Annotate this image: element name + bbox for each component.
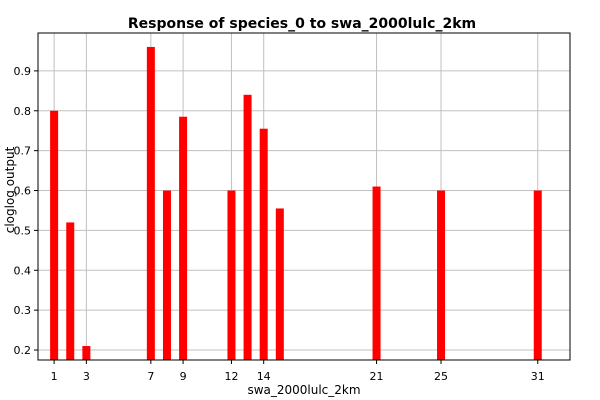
x-tick-label: 9 <box>180 370 187 383</box>
x-axis-label: swa_2000lulc_2km <box>247 383 360 397</box>
bar <box>179 116 188 361</box>
x-tick-label: 3 <box>83 370 90 383</box>
x-tick-label: 25 <box>434 370 448 383</box>
x-tick-label: 14 <box>257 370 271 383</box>
bar <box>50 110 59 360</box>
bar <box>372 186 381 360</box>
bar <box>66 222 75 360</box>
bar <box>227 190 236 360</box>
y-tick-label: 0.6 <box>14 185 32 198</box>
x-tick-label: 7 <box>147 370 154 383</box>
bar <box>243 94 252 360</box>
bar <box>82 346 91 360</box>
grid <box>38 33 570 360</box>
bar <box>259 128 268 360</box>
bar <box>146 46 155 361</box>
x-tick-label: 12 <box>224 370 238 383</box>
x-tick-label: 31 <box>531 370 545 383</box>
plot-area-frame <box>37 32 571 361</box>
y-tick-label: 0.2 <box>14 344 32 357</box>
bars <box>50 46 542 361</box>
bar <box>275 208 284 360</box>
y-tick-label: 0.5 <box>14 224 32 237</box>
y-tick-label: 0.3 <box>14 304 32 317</box>
bar <box>162 190 171 360</box>
x-tick-label: 1 <box>51 370 58 383</box>
chart-title: Response of species_0 to swa_2000lulc_2k… <box>128 16 476 32</box>
y-axis-label: cloglog output <box>3 146 17 233</box>
bar <box>437 190 446 360</box>
bar <box>533 190 542 360</box>
x-axis-ticks: 1 3 7 9 12 14 21 25 31 <box>51 360 545 383</box>
y-axis-ticks: 0.2 0.3 0.4 0.5 0.6 0.7 0.8 0.9 <box>14 65 38 357</box>
y-tick-label: 0.8 <box>14 105 32 118</box>
y-tick-label: 0.9 <box>14 65 32 78</box>
y-tick-label: 0.4 <box>14 264 32 277</box>
y-tick-label: 0.7 <box>14 145 32 158</box>
x-tick-label: 21 <box>370 370 384 383</box>
